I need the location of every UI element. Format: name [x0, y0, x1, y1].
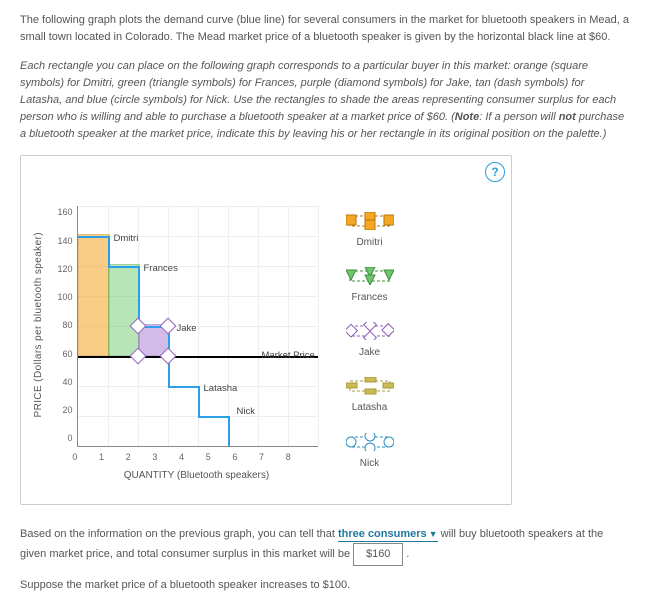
surplus-rect-frances[interactable] — [108, 264, 140, 356]
legend-nick[interactable]: Nick — [346, 433, 394, 472]
legend-jake-label: Jake — [359, 347, 380, 358]
y-ticks: 160140120100806040200 — [51, 206, 73, 446]
question-1: Based on the information on the previous… — [20, 525, 629, 566]
help-icon[interactable]: ? — [485, 162, 505, 182]
intro-paragraph-2: Each rectangle you can place on the foll… — [20, 58, 629, 143]
dropdown-consumers-value: three consumers — [338, 528, 427, 540]
x-axis-label: QUANTITY (Bluetooth speakers) — [77, 468, 317, 484]
q1-post: . — [406, 548, 409, 560]
legend-frances[interactable]: Frances — [346, 267, 394, 306]
q1-pre: Based on the information on the previous… — [20, 528, 338, 540]
legend-latasha[interactable]: Latasha — [346, 377, 394, 416]
intro2-not: not — [559, 111, 576, 123]
legend-dmitri-label: Dmitri — [356, 237, 382, 248]
step-label-nick: Nick — [237, 405, 255, 420]
market-price-label: Market Price — [262, 349, 315, 364]
intro-paragraph-1: The following graph plots the demand cur… — [20, 12, 629, 46]
y-axis-label: PRICE (Dollars per bluetooth speaker) — [31, 232, 47, 417]
surplus-input[interactable]: $160 — [353, 543, 403, 566]
step-label-latasha: Latasha — [204, 382, 238, 397]
palette-legend: Dmitri Frances Jake Latasha Nick — [346, 212, 394, 471]
step-label-dmitri: Dmitri — [114, 232, 139, 247]
step-label-jake: Jake — [177, 322, 197, 337]
plot-area[interactable]: Market Price Dmitri Frances Jake Latasha Nick — [77, 206, 318, 447]
step-label-frances: Frances — [144, 262, 178, 277]
intro2-mid: : If a person will — [479, 111, 558, 123]
dropdown-consumers[interactable]: three consumers▼ — [338, 528, 438, 542]
legend-dmitri[interactable]: Dmitri — [346, 212, 394, 251]
legend-frances-label: Frances — [351, 292, 387, 303]
x-ticks: 012345678 — [77, 451, 317, 465]
intro2-note: Note — [455, 111, 479, 123]
chevron-down-icon: ▼ — [429, 527, 438, 542]
legend-latasha-label: Latasha — [352, 402, 388, 413]
legend-nick-label: Nick — [360, 458, 379, 469]
graph-panel: ? PRICE (Dollars per bluetooth speaker) … — [20, 155, 512, 504]
question-2: Suppose the market price of a bluetooth … — [20, 576, 629, 595]
legend-jake[interactable]: Jake — [346, 322, 394, 361]
surplus-rect-dmitri[interactable] — [78, 234, 110, 356]
